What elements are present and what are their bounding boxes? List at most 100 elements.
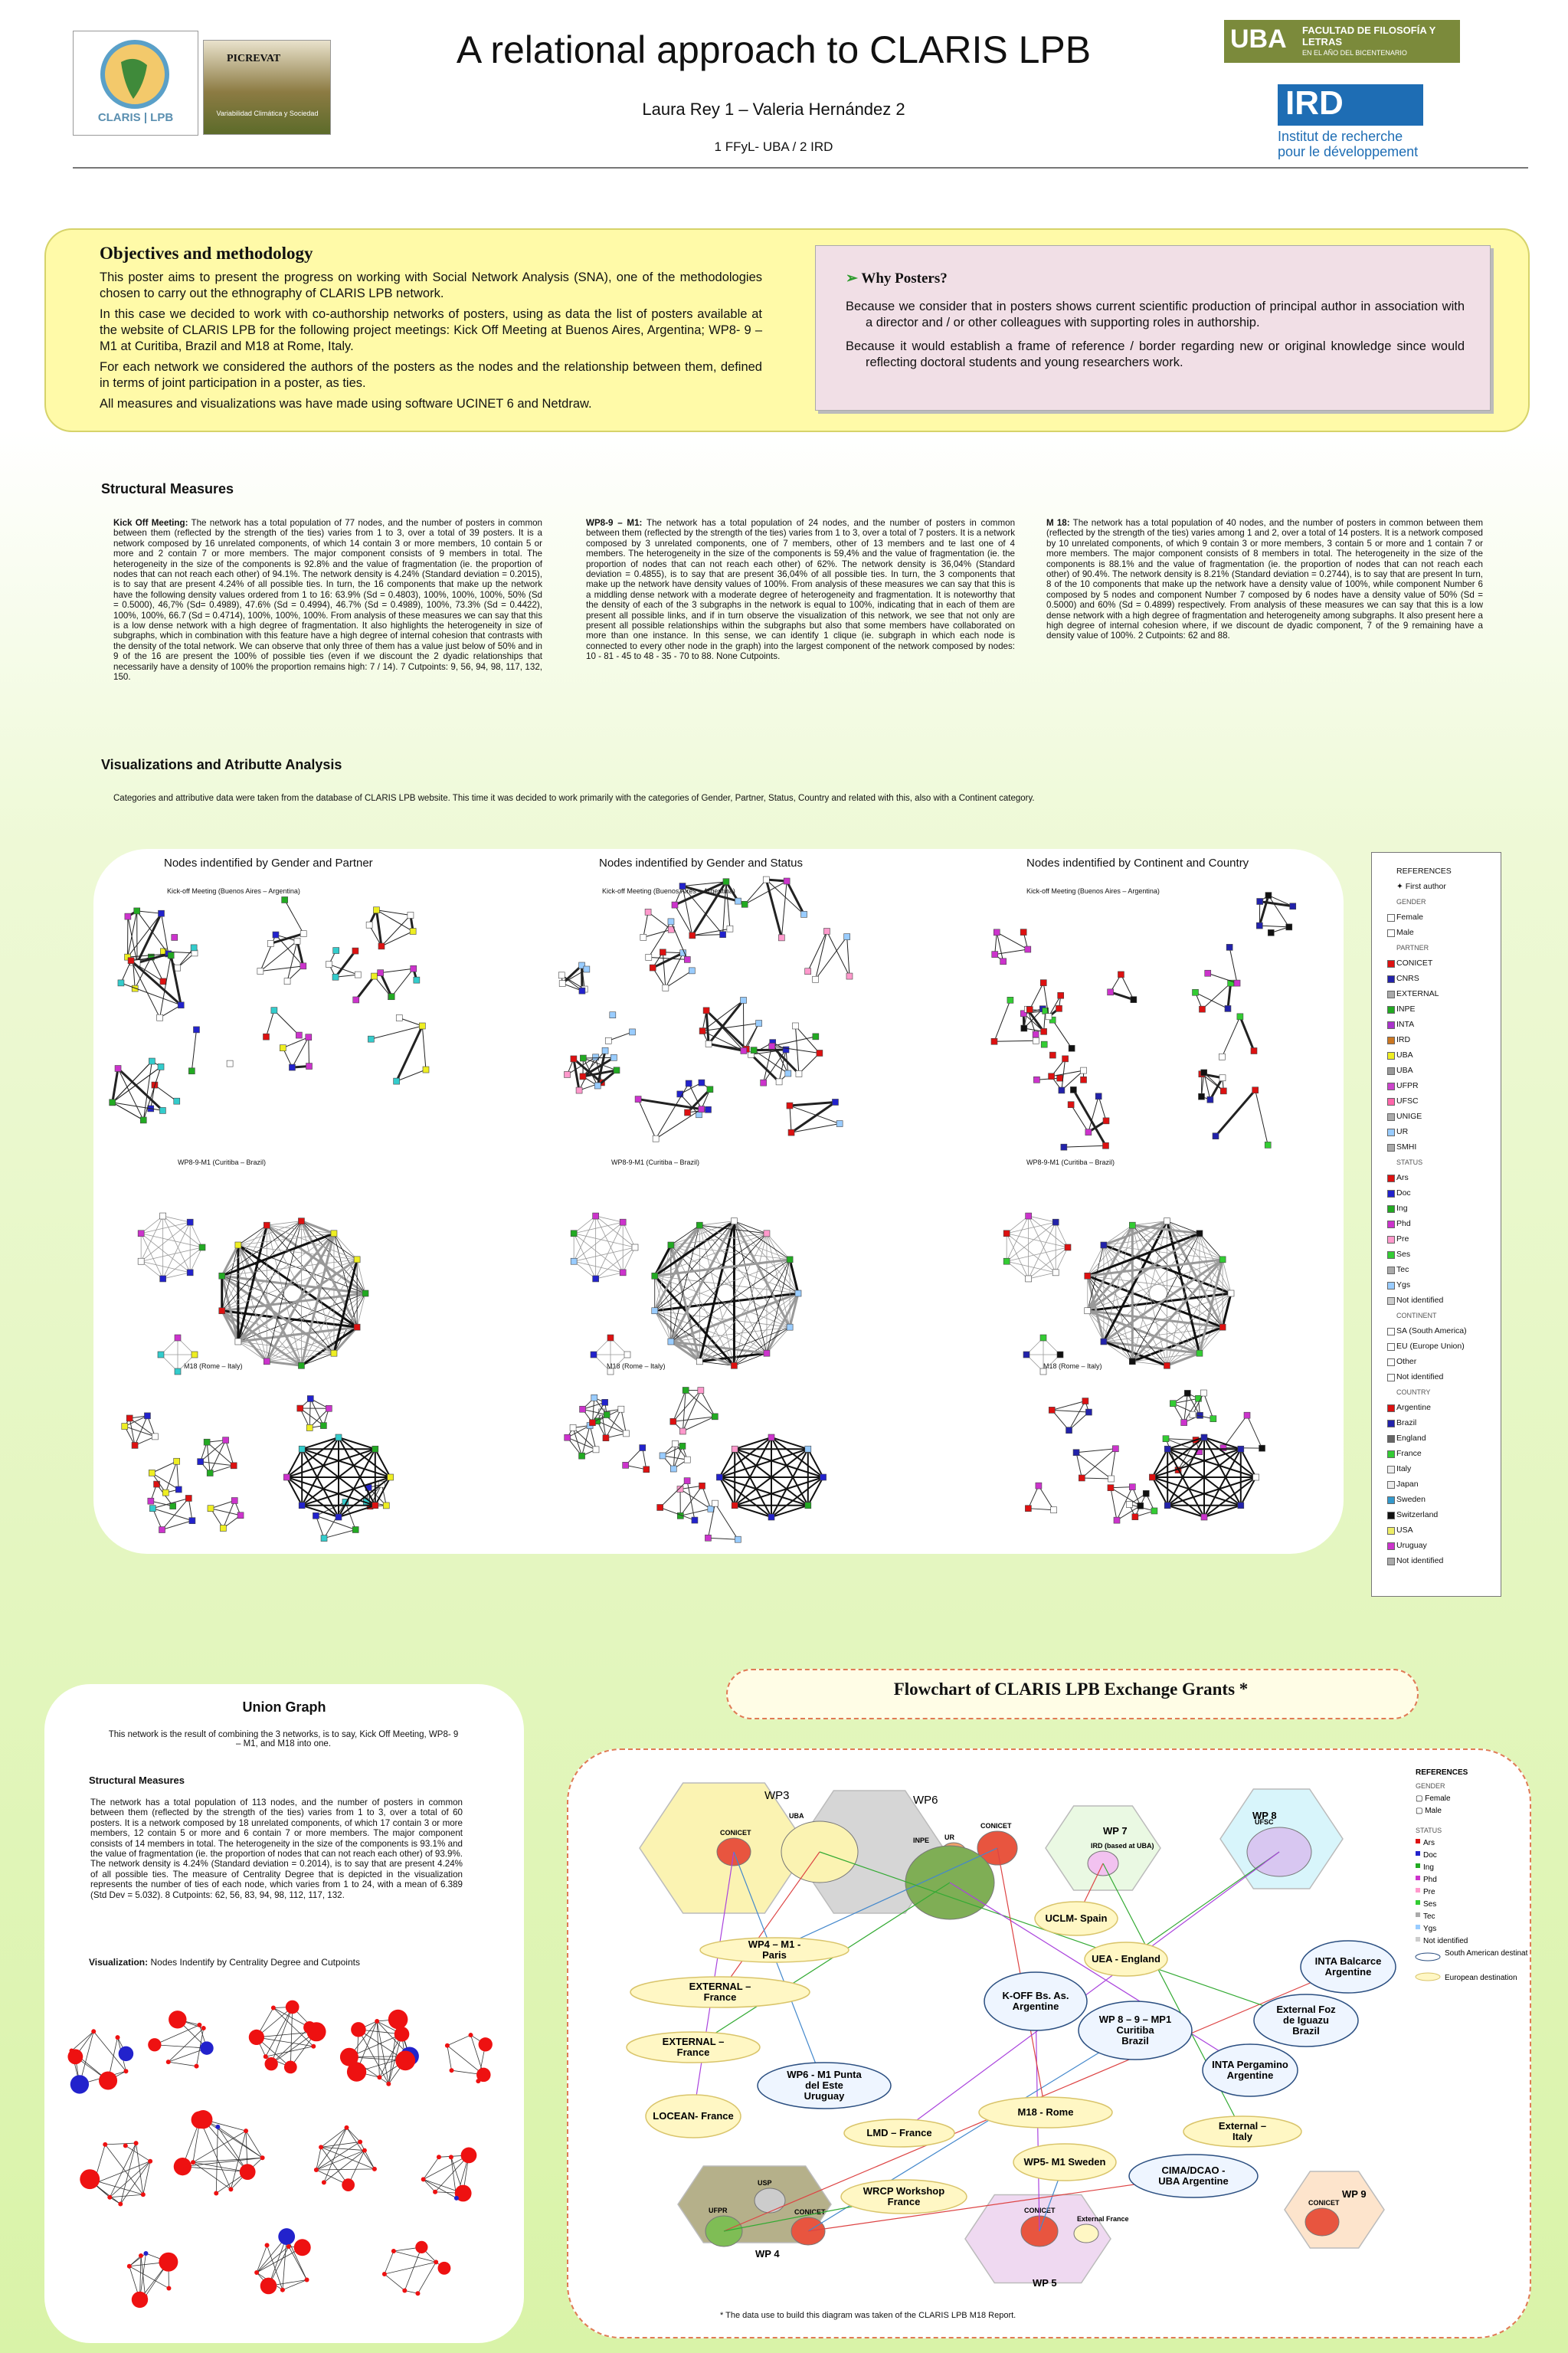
destination-label: LMD – France — [866, 2127, 931, 2138]
network-node — [558, 972, 565, 979]
network-node — [731, 1362, 738, 1369]
network-tie — [168, 2061, 197, 2067]
network-tie — [159, 955, 172, 1018]
network-tie — [1116, 1486, 1133, 1521]
network-tie — [374, 975, 391, 997]
network-node — [1084, 1307, 1092, 1315]
destination-label: INTA Balcarce — [1315, 1955, 1382, 1967]
kickoff-component — [267, 896, 307, 947]
legend-label: UBA — [1396, 1066, 1413, 1075]
network-tie — [700, 1390, 715, 1417]
network-tie — [673, 1416, 715, 1422]
kickoff-component — [671, 878, 741, 939]
network-tie — [1167, 1221, 1223, 1260]
network-tie — [670, 1340, 701, 1363]
network-tie — [1103, 1233, 1200, 1246]
legend-label: STATUS — [1396, 1158, 1423, 1166]
network-tie — [237, 1244, 358, 1260]
legend-status-item: Ses — [1372, 1247, 1501, 1262]
network-tie — [574, 1247, 636, 1262]
network-node — [1252, 1086, 1259, 1094]
network-tie — [702, 1031, 745, 1051]
network-tie — [702, 1010, 707, 1031]
network-tie — [376, 909, 411, 916]
network-tie — [682, 885, 738, 903]
destination-ellipse — [757, 2062, 892, 2109]
network-tie — [997, 932, 1029, 950]
network-tie — [237, 1224, 268, 1342]
network-node — [1072, 1449, 1080, 1457]
network-tie — [221, 1275, 240, 1342]
external-france-wp5-label: External France — [1077, 2215, 1129, 2223]
network-node — [402, 2288, 408, 2293]
network-tie — [335, 974, 358, 978]
network-tie — [1028, 1215, 1069, 1248]
network-node — [437, 2261, 451, 2275]
network-tie — [323, 2127, 347, 2183]
network-node — [190, 944, 198, 952]
network-tie — [221, 1259, 358, 1312]
network-node — [1227, 1290, 1235, 1297]
legend-label: Ses — [1396, 1250, 1411, 1259]
network-node — [133, 2141, 139, 2146]
network-tie — [670, 1233, 768, 1246]
flow-refs-status: STATUS — [1416, 1827, 1442, 1834]
kickoff-component — [604, 1011, 636, 1044]
network-tie — [654, 1276, 700, 1362]
destination-node: CIMA/DCAO -UBA Argentine — [1128, 2154, 1259, 2198]
legend-swatch — [1387, 1129, 1395, 1136]
network-tie — [573, 1260, 596, 1280]
network-tie — [447, 2045, 452, 2071]
kickoff-component — [804, 928, 853, 983]
network-node — [1020, 1024, 1028, 1032]
network-node — [1070, 1086, 1077, 1093]
network-tie — [218, 2126, 248, 2172]
network-node — [476, 2079, 481, 2084]
network-tie — [670, 1259, 791, 1342]
network-tie — [301, 1221, 366, 1294]
network-node — [1237, 1445, 1245, 1453]
network-tie — [620, 1409, 627, 1434]
network-tie — [332, 1259, 358, 1354]
conicet-wp3-label: CONICET — [720, 1829, 751, 1837]
network-tie — [673, 1390, 702, 1422]
network-tie — [1007, 1247, 1069, 1262]
network-tie — [669, 1244, 701, 1362]
destination-label: UCLM- Spain — [1046, 1912, 1108, 1924]
network-node — [578, 987, 586, 995]
network-node — [319, 2145, 324, 2150]
kickoff-component — [1020, 1005, 1049, 1038]
network-node — [173, 2157, 192, 2176]
legend-partner-item: CNRS — [1372, 971, 1501, 986]
network-node — [683, 956, 691, 963]
network-tie — [642, 1447, 647, 1470]
network-tie — [734, 1437, 772, 1450]
network-tie — [300, 1408, 324, 1426]
network-tie — [1086, 1275, 1105, 1342]
network-tie — [574, 1233, 636, 1248]
network-tie — [130, 959, 182, 1006]
network-tie — [699, 1361, 735, 1366]
network-node — [137, 1230, 145, 1237]
exchange-arrow — [819, 1851, 1307, 2021]
row-label-m18-2: M18 (Rome – Italy) — [607, 1362, 666, 1370]
network-node — [1035, 1482, 1043, 1489]
network-node — [993, 929, 1000, 936]
network-tie — [622, 1221, 636, 1248]
network-tie — [1110, 991, 1134, 1001]
exchange-arrow — [899, 1851, 1280, 2134]
flow-refs-title: REFERENCES — [1416, 1768, 1468, 1777]
network-tie — [846, 936, 850, 977]
legend-label: UR — [1396, 1127, 1409, 1136]
kickoff-component — [1048, 1055, 1087, 1094]
legend-label: EXTERNAL — [1396, 989, 1439, 998]
network-node — [741, 900, 748, 908]
network-node — [683, 1477, 691, 1484]
network-node — [234, 1241, 242, 1249]
wp5-label: WP 5 — [1033, 2277, 1057, 2289]
network-tie — [381, 931, 414, 947]
network-tie — [625, 1464, 647, 1470]
destination-label: del Este — [805, 2079, 843, 2091]
network-node — [679, 1443, 686, 1450]
union-graph — [67, 2000, 493, 2309]
